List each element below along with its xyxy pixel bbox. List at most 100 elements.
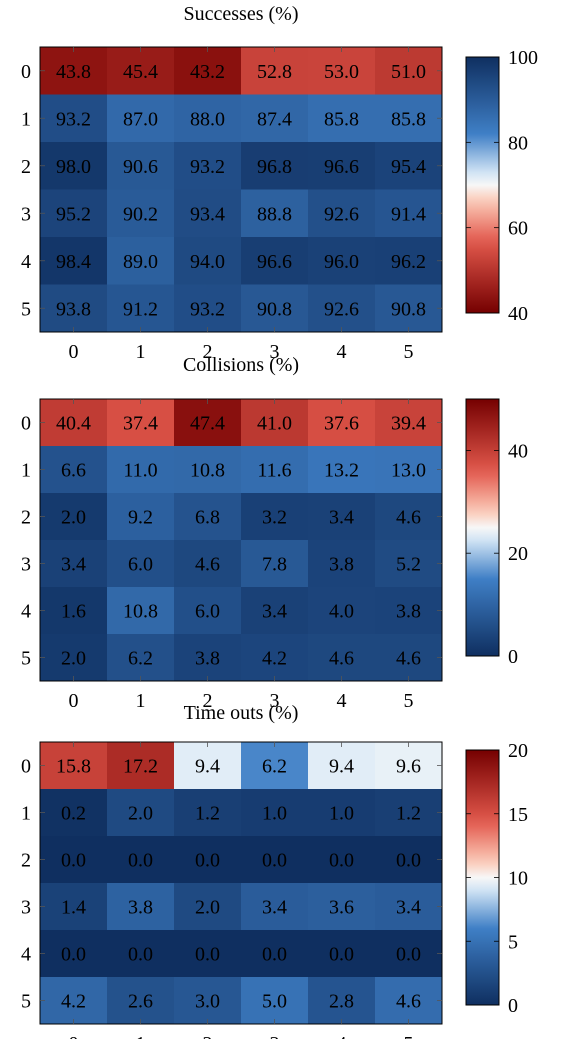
heatmap-cell bbox=[375, 284, 443, 333]
y-tick-label: 2 bbox=[21, 850, 31, 872]
heatmap-cell bbox=[308, 883, 376, 931]
cell-label: 87.4 bbox=[257, 108, 292, 130]
cell-label: 3.2 bbox=[262, 507, 287, 529]
cell-label: 88.8 bbox=[257, 203, 292, 225]
colorbar bbox=[465, 398, 500, 657]
cell-label: 4.6 bbox=[195, 554, 220, 576]
heatmap-cell bbox=[308, 94, 376, 143]
cell-label: 2.6 bbox=[128, 991, 153, 1013]
colorbar-tick-label: 0 bbox=[508, 995, 518, 1017]
plot-frame bbox=[39, 741, 443, 1025]
cell-label: 39.4 bbox=[391, 413, 426, 435]
cell-label: 4.6 bbox=[329, 648, 354, 670]
colorbar bbox=[465, 56, 500, 314]
heatmap-cell bbox=[107, 930, 175, 978]
heatmap-cell bbox=[107, 634, 175, 682]
cell-label: 88.0 bbox=[190, 108, 225, 130]
heatmap-cell bbox=[40, 399, 108, 447]
cell-label: 90.8 bbox=[257, 298, 292, 320]
cell-label: 37.4 bbox=[123, 413, 158, 435]
heatmap-cell bbox=[174, 540, 242, 588]
cell-label: 0.0 bbox=[329, 850, 354, 872]
heatmap-cell bbox=[375, 977, 443, 1025]
y-tick-label: 4 bbox=[21, 601, 31, 623]
x-tick-label: 0 bbox=[69, 1033, 79, 1039]
cell-label: 0.0 bbox=[128, 850, 153, 872]
cell-label: 13.0 bbox=[391, 460, 426, 482]
heatmap-cell bbox=[241, 237, 309, 285]
cell-label: 43.8 bbox=[56, 61, 91, 83]
heatmap-cell bbox=[308, 399, 376, 447]
heatmap-cell bbox=[40, 930, 108, 978]
cell-label: 6.0 bbox=[128, 554, 153, 576]
cell-label: 15.8 bbox=[56, 756, 91, 778]
cell-label: 0.0 bbox=[262, 944, 287, 966]
heatmap-cell bbox=[40, 836, 108, 884]
heatmap-cell bbox=[174, 836, 242, 884]
y-tick-label: 1 bbox=[21, 460, 31, 482]
heatmap-cell bbox=[40, 789, 108, 837]
cell-label: 41.0 bbox=[257, 413, 292, 435]
heatmap-cell bbox=[174, 284, 242, 333]
heatmap-cell bbox=[375, 47, 443, 95]
heatmap-cell bbox=[241, 189, 309, 238]
cell-label: 51.0 bbox=[391, 61, 426, 83]
heatmap-panel-2: Collisions (%) 40.4 37.4 47.4 41.0 37.6 39.4 6.… bbox=[21, 354, 528, 712]
y-tick-label: 3 bbox=[21, 897, 31, 919]
colorbar-tick-label: 40 bbox=[508, 440, 528, 462]
cell-label: 6.0 bbox=[195, 601, 220, 623]
cell-label: 89.0 bbox=[123, 251, 158, 273]
cell-label: 11.0 bbox=[123, 460, 157, 482]
cell-label: 96.2 bbox=[391, 251, 426, 273]
cell-label: 52.8 bbox=[257, 61, 292, 83]
cell-label: 3.6 bbox=[329, 897, 354, 919]
x-tick-label: 1 bbox=[136, 341, 146, 363]
heatmap-cell bbox=[241, 493, 309, 541]
y-tick-label: 0 bbox=[21, 413, 31, 435]
cell-label: 0.0 bbox=[195, 850, 220, 872]
heatmap-cell bbox=[174, 47, 242, 95]
cell-label: 0.0 bbox=[61, 850, 86, 872]
heatmap-cell bbox=[375, 789, 443, 837]
x-tick-label: 0 bbox=[69, 341, 79, 363]
cell-label: 9.6 bbox=[396, 756, 421, 778]
heatmap-cell bbox=[107, 836, 175, 884]
heatmap-cell bbox=[375, 237, 443, 285]
heatmap-cell bbox=[107, 399, 175, 447]
plot-frame bbox=[39, 398, 443, 682]
heatmap-cell bbox=[375, 634, 443, 682]
heatmap-cell bbox=[40, 634, 108, 682]
cell-label: 45.4 bbox=[123, 61, 158, 83]
cell-label: 1.0 bbox=[329, 803, 354, 825]
x-tick-label: 1 bbox=[136, 690, 146, 712]
cell-label: 6.8 bbox=[195, 507, 220, 529]
heatmap-cell bbox=[375, 493, 443, 541]
heatmap-cell bbox=[107, 47, 175, 95]
heatmap-cell bbox=[241, 446, 309, 494]
x-tick-label: 5 bbox=[404, 690, 414, 712]
heatmap-cell bbox=[308, 540, 376, 588]
heatmap-panel-1: Successes (%) 43.8 45.4 43.2 52.8 53.0 51.0 93.… bbox=[21, 3, 538, 363]
cell-label: 3.4 bbox=[329, 507, 354, 529]
cell-label: 1.4 bbox=[61, 897, 86, 919]
heatmap-cell bbox=[107, 742, 175, 790]
cell-label: 0.0 bbox=[262, 850, 287, 872]
colorbar-tick-label: 80 bbox=[508, 132, 528, 154]
cell-label: 3.8 bbox=[195, 648, 220, 670]
cell-label: 1.2 bbox=[396, 803, 421, 825]
cell-label: 93.2 bbox=[56, 108, 91, 130]
heatmap-cell bbox=[107, 883, 175, 931]
colorbar-tick-label: 5 bbox=[508, 931, 518, 953]
heatmap-cell bbox=[40, 883, 108, 931]
colorbar-tick-label: 20 bbox=[508, 740, 528, 762]
cell-label: 9.2 bbox=[128, 507, 153, 529]
heatmap-cell bbox=[241, 540, 309, 588]
heatmap-cell bbox=[174, 742, 242, 790]
y-tick-label: 0 bbox=[21, 61, 31, 83]
heatmap-cell bbox=[107, 587, 175, 635]
heatmap-cell bbox=[241, 883, 309, 931]
cell-label: 0.0 bbox=[195, 944, 220, 966]
cell-label: 3.4 bbox=[262, 601, 287, 623]
plot-frame bbox=[39, 46, 443, 333]
heatmap-cell bbox=[308, 587, 376, 635]
